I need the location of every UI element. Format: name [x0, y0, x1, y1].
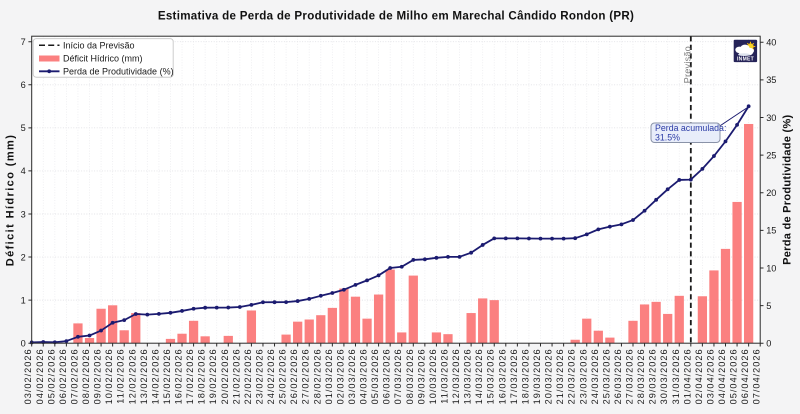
svg-text:24/02/2026: 24/02/2026 — [266, 348, 276, 404]
svg-text:INMET: INMET — [737, 57, 754, 63]
svg-text:05/04/2026: 05/04/2026 — [729, 348, 739, 404]
svg-text:22/03/2026: 22/03/2026 — [567, 348, 577, 404]
svg-text:25/02/2026: 25/02/2026 — [278, 348, 288, 404]
svg-text:0: 0 — [21, 339, 26, 349]
svg-text:7: 7 — [21, 37, 26, 47]
svg-text:18/03/2026: 18/03/2026 — [520, 348, 530, 404]
svg-text:17/03/2026: 17/03/2026 — [509, 348, 519, 404]
svg-text:26/03/2026: 26/03/2026 — [613, 348, 623, 404]
svg-text:30/03/2026: 30/03/2026 — [659, 348, 669, 404]
svg-text:10/02/2026: 10/02/2026 — [104, 348, 114, 404]
svg-text:22/02/2026: 22/02/2026 — [243, 348, 253, 404]
svg-text:18/02/2026: 18/02/2026 — [197, 348, 207, 404]
svg-text:09/02/2026: 09/02/2026 — [93, 348, 103, 404]
svg-text:20/02/2026: 20/02/2026 — [220, 348, 230, 404]
svg-text:5: 5 — [766, 301, 771, 311]
svg-text:Perda de Produtividade (%): Perda de Produtividade (%) — [782, 114, 794, 264]
svg-text:14/03/2026: 14/03/2026 — [474, 348, 484, 404]
svg-text:28/03/2026: 28/03/2026 — [636, 348, 646, 404]
svg-text:07/03/2026: 07/03/2026 — [393, 348, 403, 404]
svg-text:Déficit Hídrico (mm): Déficit Hídrico (mm) — [63, 54, 143, 64]
svg-text:02/03/2026: 02/03/2026 — [335, 348, 345, 404]
svg-text:Estimativa de Perda de Produti: Estimativa de Perda de Produtividade de … — [158, 10, 634, 23]
svg-text:19/03/2026: 19/03/2026 — [532, 348, 542, 404]
svg-text:23/03/2026: 23/03/2026 — [578, 348, 588, 404]
svg-text:11/02/2026: 11/02/2026 — [116, 348, 126, 403]
svg-text:2: 2 — [21, 252, 26, 262]
svg-text:Perda de Produtividade (%): Perda de Produtividade (%) — [63, 67, 174, 77]
svg-text:5: 5 — [21, 123, 26, 133]
svg-text:Previsão: Previsão — [683, 46, 693, 83]
svg-text:1: 1 — [21, 295, 26, 305]
svg-text:04/04/2026: 04/04/2026 — [717, 348, 727, 404]
svg-text:31.5%: 31.5% — [655, 132, 680, 142]
svg-text:25: 25 — [766, 150, 776, 160]
svg-text:04/02/2026: 04/02/2026 — [35, 348, 45, 404]
svg-text:27/02/2026: 27/02/2026 — [301, 348, 311, 404]
svg-text:3: 3 — [21, 209, 26, 219]
svg-text:12/03/2026: 12/03/2026 — [451, 348, 461, 404]
svg-text:03/02/2026: 03/02/2026 — [23, 348, 33, 404]
svg-text:15/03/2026: 15/03/2026 — [486, 348, 496, 404]
svg-text:19/02/2026: 19/02/2026 — [208, 348, 218, 404]
svg-text:16/02/2026: 16/02/2026 — [174, 348, 184, 404]
svg-text:Início da Previsão: Início da Previsão — [63, 40, 135, 50]
svg-text:20/03/2026: 20/03/2026 — [544, 348, 554, 404]
svg-text:4: 4 — [21, 166, 26, 176]
svg-text:10: 10 — [766, 263, 776, 273]
svg-text:15: 15 — [766, 226, 776, 236]
svg-text:08/03/2026: 08/03/2026 — [405, 348, 415, 404]
svg-text:28/02/2026: 28/02/2026 — [312, 348, 322, 404]
svg-text:16/03/2026: 16/03/2026 — [497, 348, 507, 404]
svg-text:31/03/2026: 31/03/2026 — [671, 348, 681, 404]
svg-text:02/04/2026: 02/04/2026 — [694, 348, 704, 404]
svg-text:Perda acumulada:: Perda acumulada: — [655, 123, 726, 133]
svg-text:35: 35 — [766, 75, 776, 85]
svg-text:26/02/2026: 26/02/2026 — [289, 348, 299, 404]
svg-text:07/02/2026: 07/02/2026 — [69, 348, 79, 404]
svg-text:6: 6 — [21, 80, 26, 90]
svg-text:21/03/2026: 21/03/2026 — [555, 348, 565, 404]
svg-text:01/04/2026: 01/04/2026 — [682, 348, 692, 404]
svg-text:30: 30 — [766, 113, 776, 123]
svg-text:25/03/2026: 25/03/2026 — [601, 348, 611, 404]
svg-text:40: 40 — [766, 38, 776, 48]
svg-text:27/03/2026: 27/03/2026 — [625, 348, 635, 404]
svg-text:29/03/2026: 29/03/2026 — [648, 348, 658, 404]
svg-text:13/03/2026: 13/03/2026 — [463, 348, 473, 404]
svg-text:06/03/2026: 06/03/2026 — [382, 348, 392, 404]
svg-text:05/02/2026: 05/02/2026 — [46, 348, 56, 404]
svg-text:08/02/2026: 08/02/2026 — [81, 348, 91, 404]
svg-text:24/03/2026: 24/03/2026 — [590, 348, 600, 404]
svg-text:04/03/2026: 04/03/2026 — [359, 348, 369, 404]
svg-text:20: 20 — [766, 188, 776, 198]
svg-text:07/04/2026: 07/04/2026 — [752, 348, 762, 404]
svg-text:09/03/2026: 09/03/2026 — [416, 348, 426, 404]
svg-text:06/02/2026: 06/02/2026 — [58, 348, 68, 404]
svg-text:23/02/2026: 23/02/2026 — [254, 348, 264, 404]
svg-text:03/03/2026: 03/03/2026 — [347, 348, 357, 404]
svg-text:21/02/2026: 21/02/2026 — [231, 348, 241, 404]
svg-text:12/02/2026: 12/02/2026 — [127, 348, 137, 404]
svg-text:17/02/2026: 17/02/2026 — [185, 348, 195, 404]
svg-text:13/02/2026: 13/02/2026 — [139, 348, 149, 404]
svg-text:15/02/2026: 15/02/2026 — [162, 348, 172, 404]
svg-text:03/04/2026: 03/04/2026 — [705, 348, 715, 404]
svg-text:06/04/2026: 06/04/2026 — [740, 348, 750, 404]
svg-text:05/03/2026: 05/03/2026 — [370, 348, 380, 404]
svg-text:11/03/2026: 11/03/2026 — [439, 348, 449, 403]
svg-text:0: 0 — [766, 339, 771, 349]
svg-text:14/02/2026: 14/02/2026 — [150, 348, 160, 404]
svg-text:10/03/2026: 10/03/2026 — [428, 348, 438, 404]
svg-text:Déficit Hídrico (mm): Déficit Hídrico (mm) — [5, 134, 17, 267]
svg-text:01/03/2026: 01/03/2026 — [324, 348, 334, 404]
